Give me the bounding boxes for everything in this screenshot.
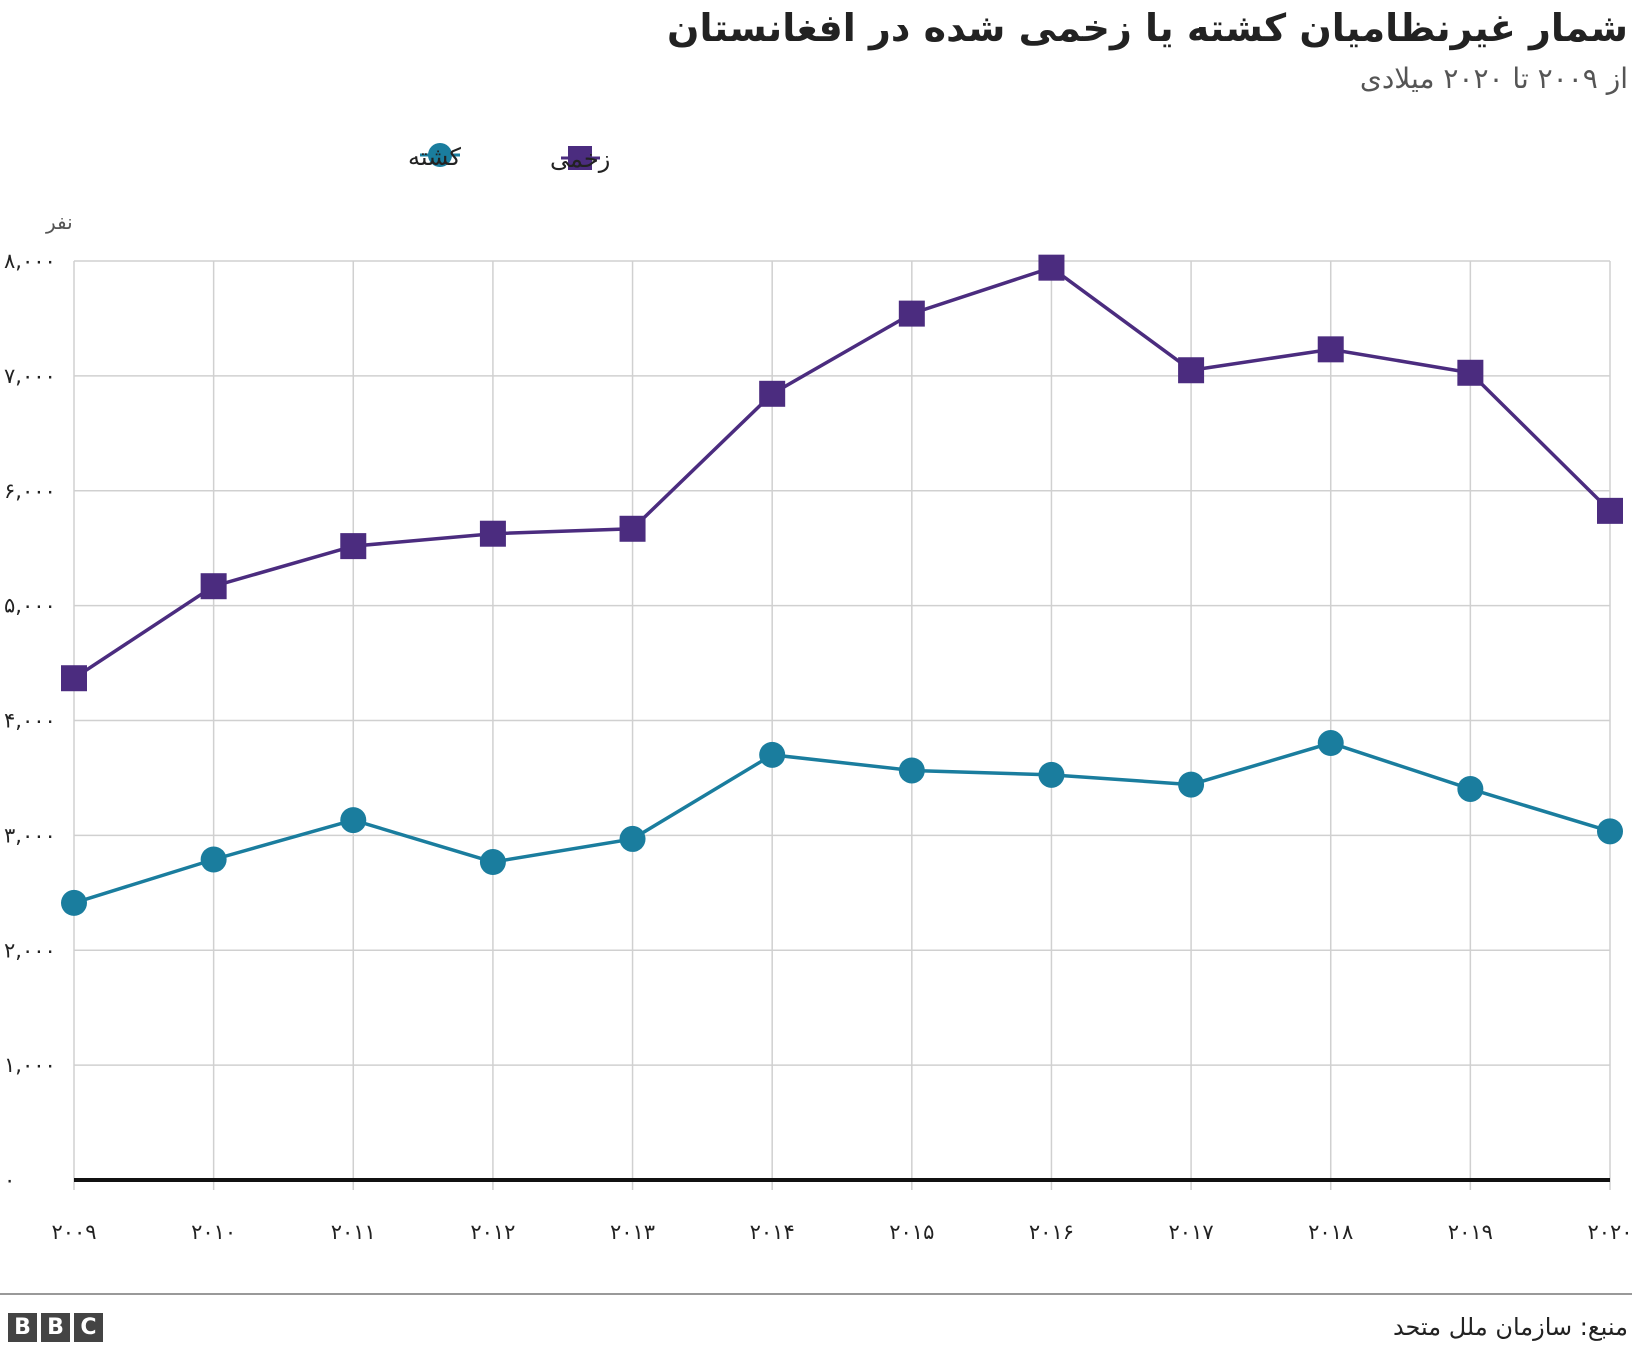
gridlines: [73, 260, 1611, 1190]
data-point-killed: [1457, 775, 1484, 802]
y-tick-label: ۶,۰۰۰: [4, 479, 56, 503]
data-point-injured: [619, 515, 646, 542]
bbc-logo: B B C: [8, 1313, 103, 1342]
x-tick-label: ۲۰۱۸: [1308, 1220, 1353, 1244]
data-point-killed: [1317, 730, 1344, 757]
data-point-killed: [898, 757, 925, 784]
y-axis-ticks: ۰ ۱,۰۰۰ ۲,۰۰۰ ۳,۰۰۰ ۴,۰۰۰ ۵,۰۰۰ ۶,۰۰۰ ۷,۰۰۰ ۸,۰۰…: [4, 249, 56, 1192]
data-point-injured: [1457, 359, 1484, 386]
x-tick-label: ۲۰۱۷: [1169, 1220, 1214, 1244]
data-point-killed: [1597, 818, 1623, 845]
x-tick-label: ۲۰۱۲: [470, 1220, 515, 1244]
data-point-injured: [340, 533, 367, 560]
y-tick-label: ۵,۰۰۰: [4, 594, 56, 618]
x-tick-label: ۲۰۱۹: [1448, 1220, 1493, 1244]
series-injured: [61, 254, 1623, 692]
chart-title: شمار غیرنظامیان کشته یا زخمی شده در افغا…: [667, 6, 1628, 50]
line-chart: زخمی کشته نفر ۰ ۱,۰۰۰ ۲,۰۰۰ ۳,۰۰۰ ۴,۰۰۰ ۵,۰۰۰ ۶…: [4, 143, 1632, 1244]
data-point-injured: [1178, 357, 1205, 384]
series-line-injured: [73, 265, 1612, 680]
x-tick-label: ۲۰۱۱: [331, 1220, 376, 1244]
y-tick-label: ۷,۰۰۰: [4, 364, 56, 388]
data-point-injured: [1317, 336, 1344, 363]
y-tick-label: ۳,۰۰۰: [4, 823, 56, 847]
data-point-killed: [61, 889, 87, 916]
legend-label-killed: کشته: [408, 143, 462, 171]
data-point-injured: [1597, 497, 1623, 524]
y-tick-label: ۴,۰۰۰: [4, 709, 56, 733]
y-tick-label: ۰: [4, 1168, 15, 1192]
data-point-injured: [898, 300, 925, 327]
logo-letter: B: [41, 1313, 70, 1342]
source-note: منبع: سازمان ملل متحد: [1392, 1313, 1628, 1341]
x-tick-label: ۲۰۱۳: [610, 1220, 655, 1244]
x-tick-label: ۲۰۰۹: [51, 1220, 96, 1244]
data-point-killed: [619, 825, 646, 852]
data-point-killed: [1038, 761, 1065, 788]
x-tick-label: ۲۰۲۰: [1587, 1220, 1632, 1244]
data-point-injured: [759, 380, 786, 407]
x-axis-ticks: ۲۰۰۹ ۲۰۱۰ ۲۰۱۱ ۲۰۱۲ ۲۰۱۳ ۲۰۱۴ ۲۰۱۵ ۲۰۱۶ ۲۰۱۷ ۲۰۱۸…: [51, 1220, 1632, 1244]
series-layer: [61, 254, 1623, 916]
data-point-killed: [759, 741, 786, 768]
y-axis-unit-label: نفر: [45, 210, 73, 234]
data-point-injured: [61, 665, 87, 692]
series-killed: [61, 730, 1623, 916]
chart-subtitle: از ۲۰۰۹ تا ۲۰۲۰ میلادی: [1359, 62, 1628, 95]
y-tick-label: ۱,۰۰۰: [4, 1053, 56, 1077]
legend-marker-injured: [568, 146, 592, 170]
y-tick-label: ۲,۰۰۰: [4, 938, 56, 962]
data-point-killed: [340, 807, 367, 834]
y-tick-label: ۸,۰۰۰: [4, 249, 56, 273]
data-point-killed: [479, 849, 506, 876]
data-point-injured: [479, 520, 506, 547]
x-tick-label: ۲۰۱۰: [191, 1220, 236, 1244]
legend-label-injured: زخمی: [550, 145, 610, 173]
legend: زخمی کشته: [408, 143, 610, 173]
footer-divider: [0, 1293, 1632, 1295]
data-point-killed: [1178, 771, 1205, 798]
data-point-injured: [200, 573, 227, 600]
data-point-killed: [200, 846, 227, 873]
x-tick-label: ۲۰۱۶: [1029, 1220, 1074, 1244]
logo-letter: B: [8, 1313, 37, 1342]
logo-letter: C: [74, 1313, 103, 1342]
legend-marker-killed: [428, 143, 452, 167]
data-point-injured: [1038, 254, 1065, 281]
x-tick-label: ۲۰۱۵: [889, 1220, 934, 1244]
series-line-killed: [73, 741, 1611, 905]
x-tick-label: ۲۰۱۴: [750, 1220, 795, 1244]
